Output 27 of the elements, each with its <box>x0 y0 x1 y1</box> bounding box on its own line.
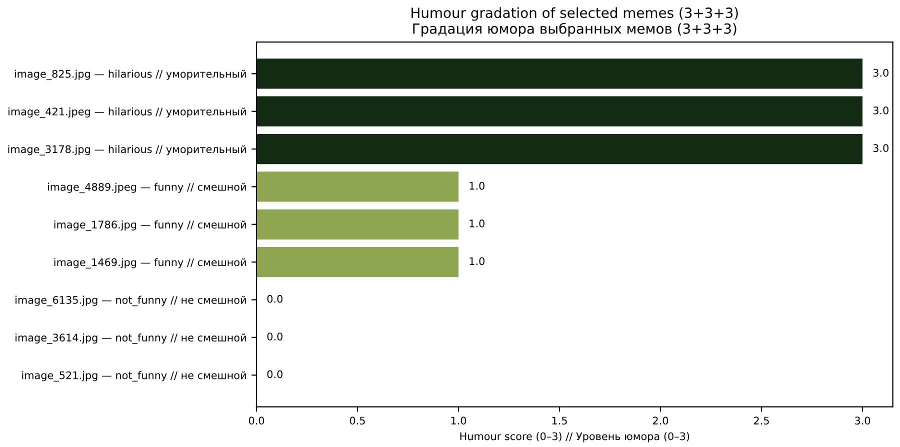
y-tick-label: image_521.jpg — not_funny // не смешной <box>22 371 246 382</box>
data-label: 0.0 <box>267 294 282 303</box>
x-tick-label: 2.0 <box>652 416 668 425</box>
data-label: 3.0 <box>873 106 888 114</box>
data-label: 3.0 <box>873 144 888 152</box>
data-label: 0.0 <box>267 332 282 340</box>
y-tick-label: image_6135.jpg — not_funny // не смешной <box>16 296 246 306</box>
data-label: 1.0 <box>470 257 484 266</box>
y-tick-label: image_1786.jpg — funny // смешной <box>54 220 246 231</box>
x-tick-label: 0.5 <box>350 416 365 425</box>
y-tick-label: image_825.jpg — hilarious // уморительный <box>14 70 246 80</box>
data-label: 3.0 <box>873 68 888 77</box>
data-label: 1.0 <box>470 220 484 228</box>
y-tick-label: image_3614.jpg — not_funny // не смешной <box>16 333 246 344</box>
y-tick-label: image_1469.jpg — funny // смешной <box>54 258 246 268</box>
x-tick-label: 1.0 <box>451 416 466 425</box>
data-label: 1.0 <box>470 182 484 190</box>
x-tick-label: 2.5 <box>754 416 769 425</box>
x-tick-label: 3.0 <box>855 416 870 425</box>
x-axis-title: Humour score (0–3) // Уровень юмора (0–3) <box>460 432 690 442</box>
data-label: 0.0 <box>267 370 282 378</box>
x-tick-label: 1.5 <box>552 416 567 425</box>
y-tick-label: image_421.jpeg — hilarious // уморительный <box>8 107 246 118</box>
x-tick-label: 0.0 <box>248 416 264 425</box>
y-tick-label: image_4889.jpeg — funny // смешной <box>48 182 246 194</box>
y-tick-label: image_3178.jpg — hilarious // уморительный <box>8 145 246 156</box>
chart-title: Humour gradation of selected memes (3+3+3) Градация юмора выбранных мемов (3+3+3) <box>412 7 738 37</box>
